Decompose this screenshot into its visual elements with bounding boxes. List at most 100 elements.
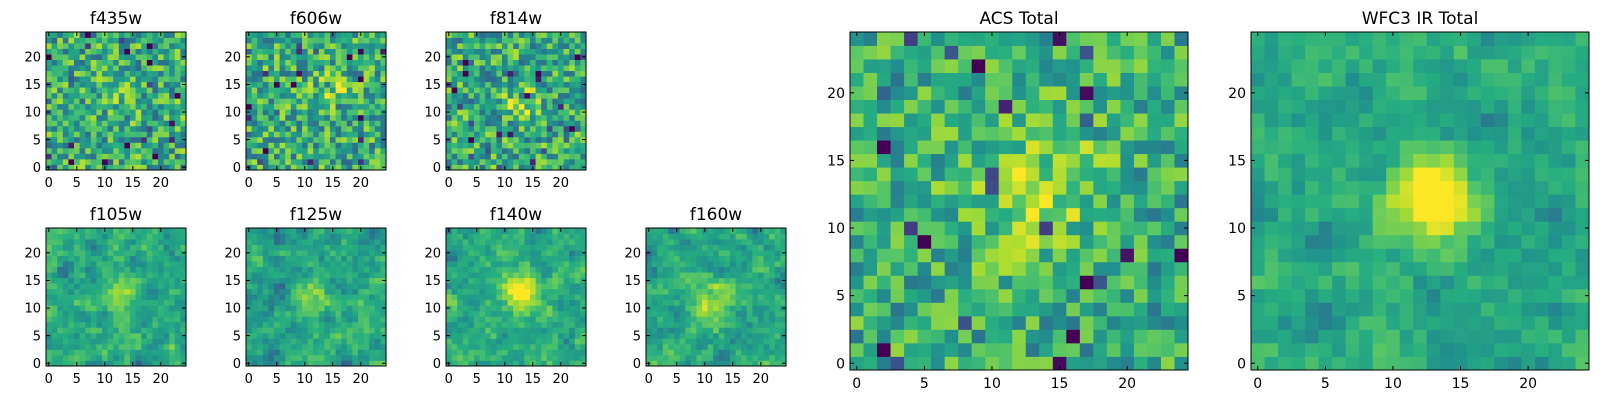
- heatmap-cell: [374, 261, 381, 268]
- heatmap-cell: [169, 131, 176, 138]
- heatmap-cell: [502, 142, 508, 149]
- heatmap-cell: [457, 65, 464, 72]
- heatmap-cell: [1160, 194, 1175, 209]
- heatmap-cell: [502, 131, 508, 138]
- heatmap-cell: [462, 164, 469, 171]
- heatmap-cell: [118, 158, 125, 165]
- heatmap-cell: [502, 37, 508, 44]
- heatmap-cell: [507, 338, 514, 345]
- heatmap-cell: [474, 244, 480, 251]
- heatmap-cell: [1160, 234, 1175, 249]
- heatmap-cell: [174, 98, 181, 105]
- heatmap-cell: [96, 92, 103, 99]
- heatmap-cell: [546, 136, 553, 143]
- heatmap-cell: [290, 164, 297, 171]
- heatmap-cell: [563, 228, 570, 234]
- heatmap-cell: [569, 54, 576, 60]
- heatmap-cell: [152, 299, 159, 306]
- heatmap-cell: [341, 114, 348, 121]
- heatmap-cell: [290, 125, 297, 132]
- heatmap-cell: [313, 244, 320, 251]
- heatmap-cell: [380, 228, 387, 234]
- heatmap-cell: [307, 255, 314, 262]
- heatmap-cell: [518, 343, 525, 350]
- heatmap-cell: [580, 125, 587, 132]
- heatmap-cell: [158, 87, 164, 94]
- heatmap-cell: [563, 81, 570, 88]
- heatmap-cell: [102, 136, 108, 143]
- heatmap-cell: [758, 310, 764, 317]
- heatmap-cell: [707, 349, 714, 356]
- heatmap-cell: [863, 167, 878, 182]
- heatmap-cell: [146, 327, 153, 334]
- x-tick-label: 10: [497, 372, 514, 387]
- heatmap-cell: [324, 349, 331, 356]
- y-tick-label: 20: [24, 51, 41, 66]
- heatmap-cell: [758, 288, 764, 295]
- heatmap-cell: [324, 76, 331, 83]
- heatmap-cell: [552, 250, 559, 256]
- heatmap-cell: [62, 81, 69, 88]
- heatmap-cell: [346, 261, 353, 268]
- heatmap-cell: [496, 125, 503, 132]
- heatmap-cell: [518, 164, 525, 171]
- heatmap-cell: [302, 131, 308, 138]
- heatmap-cell: [468, 114, 475, 121]
- heatmap-cell: [850, 288, 864, 303]
- heatmap-cell: [1025, 234, 1040, 249]
- heatmap-cell: [130, 109, 136, 116]
- heatmap-cell: [46, 59, 52, 66]
- heatmap-cell: [369, 37, 376, 44]
- heatmap-cell: [335, 305, 342, 312]
- heatmap-cell: [446, 153, 452, 160]
- heatmap-cell: [296, 294, 303, 301]
- heatmap-cell: [313, 92, 320, 99]
- heatmap-cell: [574, 266, 581, 273]
- heatmap-cell: [569, 114, 576, 121]
- heatmap-cell: [146, 158, 153, 165]
- heatmap-cell: [163, 76, 170, 83]
- heatmap-cell: [507, 261, 514, 268]
- heatmap-cell: [90, 125, 97, 132]
- heatmap-cell: [358, 54, 364, 60]
- heatmap-cell: [313, 43, 320, 49]
- heatmap-cell: [163, 349, 170, 356]
- heatmap-cell: [158, 255, 164, 262]
- heatmap-cell: [1012, 180, 1027, 195]
- heatmap-cell: [268, 294, 275, 301]
- heatmap-cell: [346, 48, 353, 55]
- heatmap-cell: [518, 360, 525, 367]
- heatmap-cell: [524, 332, 531, 339]
- heatmap-cell: [1025, 342, 1040, 357]
- heatmap-cell: [971, 315, 986, 330]
- heatmap-cell: [369, 59, 376, 66]
- heatmap-cell: [380, 153, 387, 160]
- x-tick-label: 10: [97, 176, 114, 191]
- heatmap-cell: [696, 294, 703, 301]
- heatmap-cell: [102, 255, 108, 262]
- heatmap-cell: [513, 32, 520, 38]
- heatmap-cell: [346, 142, 353, 149]
- heatmap-cell: [569, 59, 576, 66]
- heatmap-cell: [569, 250, 576, 256]
- heatmap-cell: [558, 316, 564, 323]
- heatmap-cell: [752, 349, 759, 356]
- heatmap-cell: [130, 332, 136, 339]
- heatmap-cell: [118, 153, 125, 160]
- heatmap-cell: [180, 87, 187, 94]
- heatmap-cell: [251, 48, 258, 55]
- heatmap-cell: [279, 327, 286, 334]
- heatmap-cell: [646, 233, 652, 240]
- heatmap-cell: [79, 338, 86, 345]
- heatmap-cell: [346, 343, 353, 350]
- heatmap-cell: [457, 294, 464, 301]
- heatmap-cell: [569, 109, 576, 116]
- heatmap-cell: [758, 305, 764, 312]
- heatmap-cell: [535, 43, 542, 49]
- heatmap-cell: [518, 59, 525, 66]
- heatmap-cell: [985, 315, 1000, 330]
- heatmap-cell: [290, 250, 297, 256]
- heatmap-cell: [352, 43, 359, 49]
- heatmap-cell: [152, 272, 159, 279]
